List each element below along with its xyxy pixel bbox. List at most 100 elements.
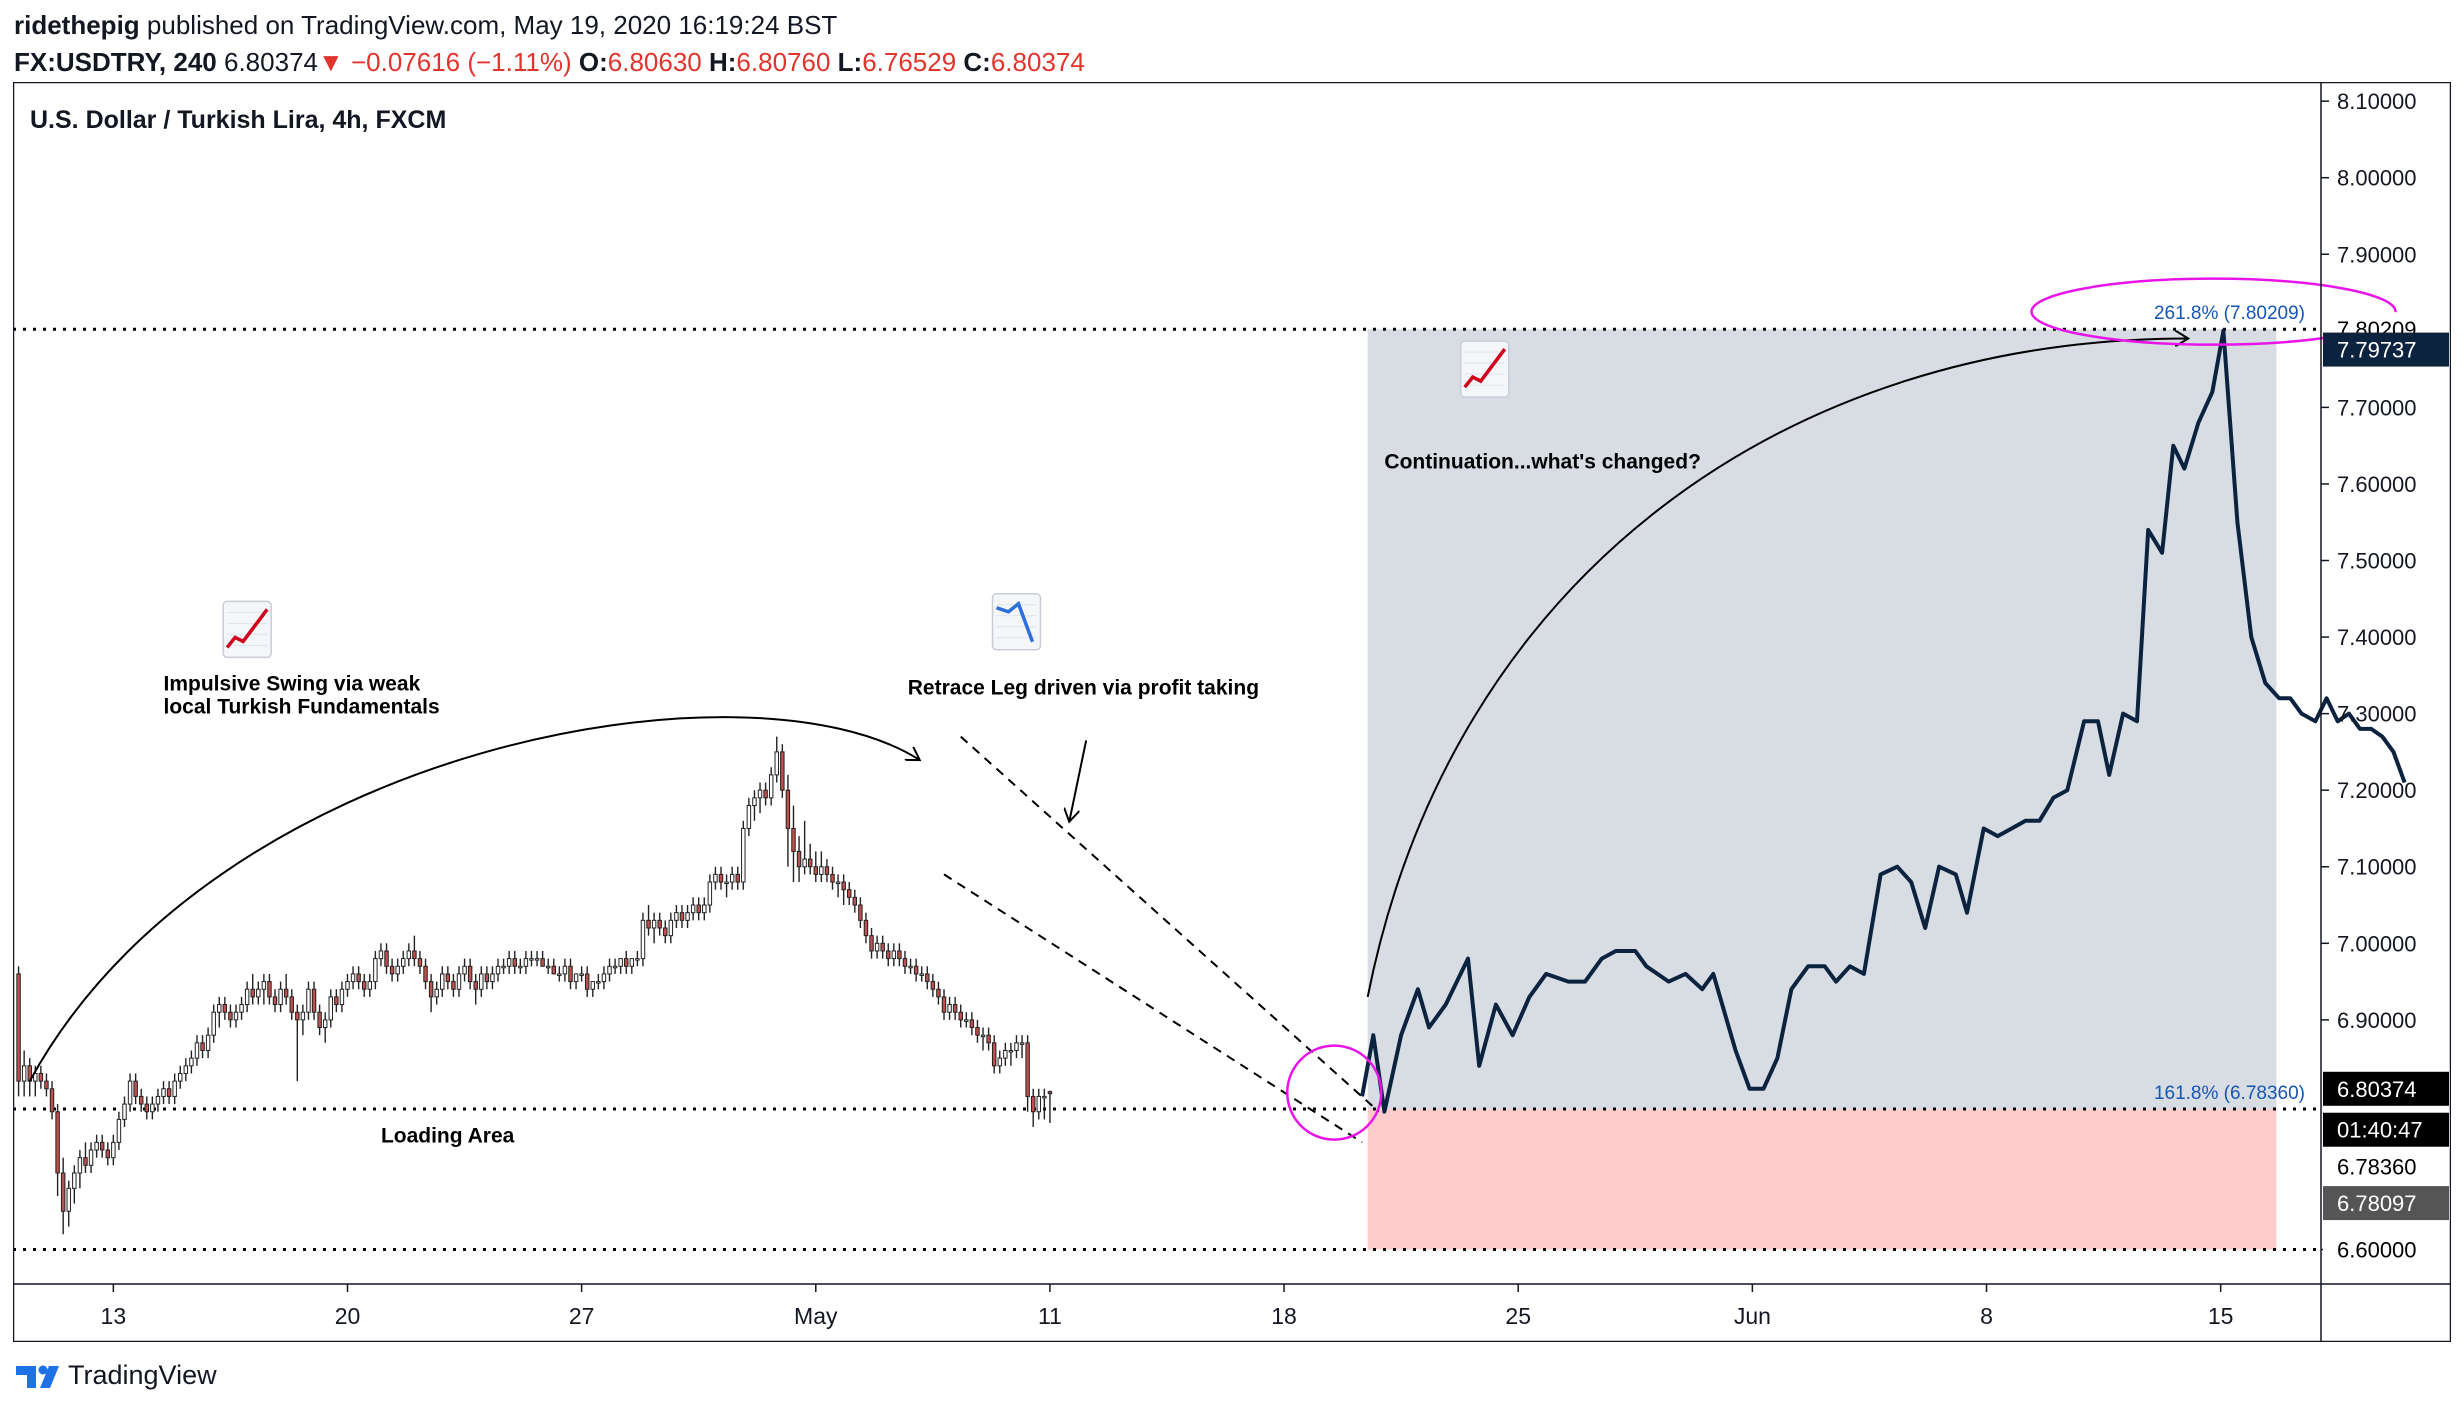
candle-body	[272, 996, 278, 1006]
candle	[150, 1096, 155, 1120]
candle	[395, 958, 400, 982]
price-badge: 6.78360	[2323, 1149, 2449, 1184]
tradingview-brand[interactable]: TradingView	[68, 1359, 217, 1390]
candle	[55, 1104, 60, 1196]
candle-body	[83, 1157, 88, 1166]
candle-body	[841, 881, 846, 891]
candle-body	[194, 1042, 200, 1059]
candle-body	[178, 1072, 183, 1082]
candle	[278, 981, 283, 1013]
open-value: 6.80630	[607, 47, 702, 77]
fib-label-0: 261.8% (7.80209)	[2154, 303, 2305, 324]
candle	[651, 912, 657, 944]
candle-body	[1003, 1049, 1008, 1059]
fib-label-1: 161.8% (6.78360)	[2154, 1083, 2305, 1104]
candle-body	[77, 1157, 83, 1174]
candle	[618, 958, 623, 974]
candle-body	[601, 973, 607, 983]
axes: 8.10000 8.00000 7.90000 7.70000 7.60000 7.500…	[12, 81, 2452, 1343]
candle-body	[707, 881, 713, 906]
candle	[501, 958, 506, 974]
candle	[545, 958, 551, 974]
annotation-arrows	[28, 338, 2187, 1082]
candle-body	[501, 965, 506, 969]
candle	[584, 966, 590, 997]
author-name[interactable]: ridethepig	[14, 10, 140, 40]
candle-body	[440, 973, 445, 990]
candle-body	[345, 981, 350, 990]
candle	[590, 981, 596, 997]
candle-body	[88, 1149, 94, 1166]
candle-body	[785, 789, 791, 829]
y-tick-label: 7.60000	[2337, 472, 2417, 497]
low-label: L:	[837, 47, 863, 77]
candle	[401, 950, 406, 974]
candle-body	[384, 950, 389, 967]
candle-body	[902, 958, 908, 967]
candle-body	[127, 1080, 133, 1105]
annotation-loading: Loading Area	[381, 1124, 515, 1147]
y-tick-label: 7.50000	[2337, 549, 2417, 574]
candle-body	[456, 973, 462, 990]
candle	[847, 882, 852, 906]
annotation-line: Impulsive Swing via weak	[164, 673, 421, 696]
candle-body	[584, 973, 590, 990]
candle-body	[350, 973, 356, 983]
candle-body	[506, 958, 512, 967]
candle	[178, 1065, 183, 1089]
candle	[735, 866, 740, 890]
candle	[200, 1035, 205, 1059]
candle	[696, 897, 701, 921]
candle	[640, 912, 646, 967]
candle-body	[495, 965, 501, 975]
price-change: −0.07616 (−1.11%)	[350, 47, 572, 77]
candle	[239, 996, 244, 1020]
candle-body	[624, 958, 629, 967]
candle-body	[757, 789, 763, 799]
highlight-circles	[1285, 277, 2397, 1141]
candle	[261, 973, 267, 1005]
price-chart[interactable]: Impulsive Swing via weak local Turkish Fu…	[12, 81, 2452, 1343]
candle	[495, 958, 501, 982]
candle-body	[651, 919, 657, 929]
candle-body	[657, 919, 662, 929]
x-tick-label: 13	[101, 1303, 127, 1329]
candle-body	[300, 1011, 306, 1021]
candle	[289, 989, 294, 1020]
chart-frame[interactable]: Impulsive Swing via weak local Turkish Fu…	[12, 81, 2452, 1343]
candle-body	[451, 981, 456, 990]
x-tick-label: 18	[1271, 1303, 1297, 1329]
candle-body	[250, 988, 255, 998]
candle-body	[718, 873, 724, 883]
candle-body	[122, 1103, 127, 1120]
x-tick-label: 25	[1505, 1303, 1531, 1329]
candle	[752, 790, 757, 821]
candle	[1030, 1088, 1036, 1128]
y-tick-label: 7.20000	[2337, 778, 2417, 803]
candle	[295, 1004, 300, 1082]
annotation-line: Continuation...what's changed?	[1384, 451, 1701, 474]
candle	[679, 905, 685, 928]
candle-body	[484, 973, 490, 983]
candle-body	[21, 1065, 27, 1082]
candle-body	[1014, 1042, 1019, 1051]
candle	[991, 1035, 997, 1074]
candle-body	[568, 965, 573, 983]
candle-body	[66, 1187, 71, 1212]
candle	[925, 966, 930, 990]
candle-body	[105, 1149, 111, 1159]
y-tick-label: 6.90000	[2337, 1008, 2417, 1033]
projection-path	[1360, 328, 2407, 1114]
candle	[172, 1073, 177, 1105]
candle	[551, 958, 556, 975]
candle-body	[1019, 1042, 1025, 1045]
price-badge-bg	[2323, 332, 2449, 367]
candle-body	[1008, 1049, 1014, 1053]
candle	[523, 950, 529, 974]
candle-body	[897, 950, 902, 960]
candle	[596, 973, 601, 990]
candle	[657, 912, 662, 936]
candle-body	[328, 996, 333, 1021]
candle	[713, 866, 718, 890]
candle	[534, 950, 540, 967]
